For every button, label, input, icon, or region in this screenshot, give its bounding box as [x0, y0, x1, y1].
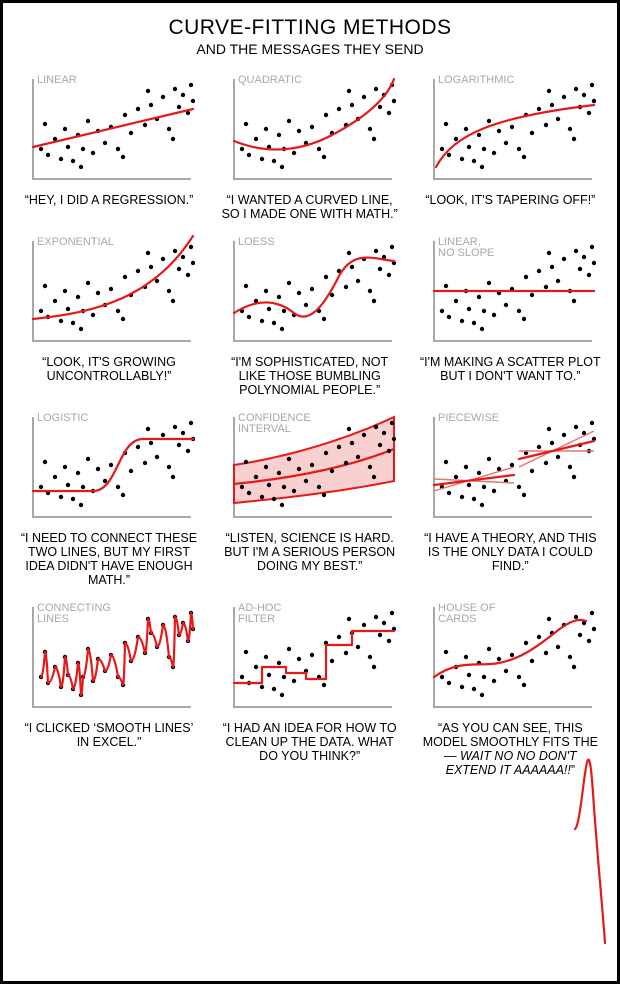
panel-linear: LINEAR “HEY, I DID A REGRESSION.” — [15, 69, 203, 221]
svg-text:NO SLOPE: NO SLOPE — [438, 247, 494, 259]
svg-text:CARDS: CARDS — [438, 613, 477, 625]
svg-text:QUADRATIC: QUADRATIC — [238, 74, 302, 86]
svg-text:LINEAR: LINEAR — [37, 74, 77, 86]
comic-page: CURVE-FITTING METHODS AND THE MESSAGES T… — [0, 0, 620, 984]
caption-linear_no_slope: “I'M MAKING A SCATTER PLOT BUT I DON'T W… — [416, 355, 604, 383]
plot-adhoc_filter: AD-HOCFILTER — [216, 597, 396, 717]
page-title: CURVE-FITTING METHODS — [15, 17, 605, 39]
plot-logistic: LOGISTIC — [15, 407, 195, 527]
caption-logarithmic: “LOOK, IT'S TAPERING OFF!” — [416, 193, 604, 207]
caption-piecewise: “I HAVE A THEORY, AND THIS IS THE ONLY D… — [416, 531, 604, 573]
plot-loess: LOESS — [216, 231, 396, 351]
plot-house_of_cards: HOUSE OFCARDS — [416, 597, 596, 717]
panel-house_of_cards: HOUSE OFCARDS“AS YOU CAN SEE, THIS MODEL… — [416, 597, 604, 777]
caption-loess: “I'M SOPHISTICATED, NOT LIKE THOSE BUMBL… — [216, 355, 404, 397]
plot-connecting_lines: CONNECTINGLINES — [15, 597, 195, 717]
caption-quadratic: “I WANTED A CURVED LINE, SO I MADE ONE W… — [216, 193, 404, 221]
panel-logistic: LOGISTIC “I NEED TO CONNECT THESE TWO LIN… — [15, 407, 203, 587]
panel-piecewise: PIECEWISE “I HAVE A THEORY, AND THIS IS T… — [416, 407, 604, 587]
panel-quadratic: QUADRATIC “I WANTED A CURVED LINE, SO I M… — [216, 69, 404, 221]
svg-text:LOGARITHMIC: LOGARITHMIC — [438, 74, 514, 86]
svg-text:LINES: LINES — [37, 613, 69, 625]
plot-linear: LINEAR — [15, 69, 195, 189]
caption-confidence_interval: “LISTEN, SCIENCE IS HARD. BUT I'M A SERI… — [216, 531, 404, 573]
caption-house_of_cards: “AS YOU CAN SEE, THIS MODEL SMOOTHLY FIT… — [416, 721, 604, 777]
svg-text:LOESS: LOESS — [238, 236, 275, 248]
caption-exponential: “LOOK, IT'S GROWING UNCONTROLLABLY!” — [15, 355, 203, 383]
svg-text:LOGISTIC: LOGISTIC — [37, 412, 88, 424]
caption-linear: “HEY, I DID A REGRESSION.” — [15, 193, 203, 207]
panel-loess: LOESS “I'M SOPHISTICATED, NOT LIKE THOSE … — [216, 231, 404, 397]
svg-text:FILTER: FILTER — [238, 613, 275, 625]
panel-adhoc_filter: AD-HOCFILTER“I HAD AN IDEA FOR HOW TO CL… — [216, 597, 404, 777]
plot-piecewise: PIECEWISE — [416, 407, 596, 527]
panel-confidence_interval: CONFIDENCEINTERVAL“LISTEN, SCIENCE IS HA… — [216, 407, 404, 587]
plot-linear_no_slope: LINEAR,NO SLOPE — [416, 231, 596, 351]
plot-logarithmic: LOGARITHMIC — [416, 69, 596, 189]
panel-grid: LINEAR “HEY, I DID A REGRESSION.” QUADRATI… — [15, 69, 605, 777]
caption-connecting_lines: “I CLICKED ‘SMOOTH LINES’ IN EXCEL.” — [15, 721, 203, 749]
panel-connecting_lines: CONNECTINGLINES “I CLICKED ‘SMOOTH LINES’… — [15, 597, 203, 777]
svg-text:PIECEWISE: PIECEWISE — [438, 412, 499, 424]
plot-exponential: EXPONENTIAL — [15, 231, 195, 351]
svg-text:EXPONENTIAL: EXPONENTIAL — [37, 236, 114, 248]
caption-adhoc_filter: “I HAD AN IDEA FOR HOW TO CLEAN UP THE D… — [216, 721, 404, 763]
plot-confidence_interval: CONFIDENCEINTERVAL — [216, 407, 396, 527]
page-subtitle: AND THE MESSAGES THEY SEND — [15, 41, 605, 57]
panel-linear_no_slope: LINEAR,NO SLOPE “I'M MAKING A SCATTER PLO… — [416, 231, 604, 397]
panel-logarithmic: LOGARITHMIC “LOOK, IT'S TAPERING OFF!” — [416, 69, 604, 221]
panel-exponential: EXPONENTIAL “LOOK, IT'S GROWING UNCONTROL… — [15, 231, 203, 397]
plot-quadratic: QUADRATIC — [216, 69, 396, 189]
svg-text:INTERVAL: INTERVAL — [238, 423, 291, 435]
caption-logistic: “I NEED TO CONNECT THESE TWO LINES, BUT … — [15, 531, 203, 587]
